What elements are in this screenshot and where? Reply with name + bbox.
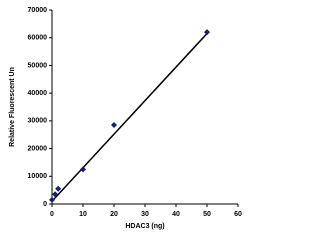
point (52, 191, 59, 198)
x-tick-label: 10 (79, 211, 87, 218)
x-axis-label: HDAC3 (ng) (125, 223, 164, 230)
point (204, 29, 210, 36)
trendline (51, 33, 208, 202)
x-tick-label: 0 (50, 211, 54, 218)
point (49, 196, 55, 203)
y-axis-label: Relative Fluorescent Un (9, 67, 16, 147)
x-tick-label: 20 (110, 211, 118, 218)
y-tick-label: 20000 (28, 145, 48, 152)
x-tick-label: 50 (203, 211, 211, 218)
y-tick-label: 40000 (28, 90, 48, 97)
point (80, 166, 86, 173)
x-tick-label: 60 (234, 211, 242, 218)
y-tick-label: 50000 (28, 62, 48, 69)
y-tick-label: 0 (43, 201, 47, 208)
x-tick-label: 30 (141, 211, 149, 218)
y-tick-label: 30000 (28, 118, 48, 125)
chart: HDAC3 (ng) Relative Fluorescent Un 0 1000… (9, 7, 242, 230)
y-tick-label: 60000 (28, 35, 48, 42)
point (55, 185, 62, 192)
x-tick-label: 40 (172, 211, 180, 218)
y-tick-label: 10000 (28, 173, 48, 180)
point (111, 122, 117, 129)
y-tick-label: 70000 (28, 7, 48, 14)
